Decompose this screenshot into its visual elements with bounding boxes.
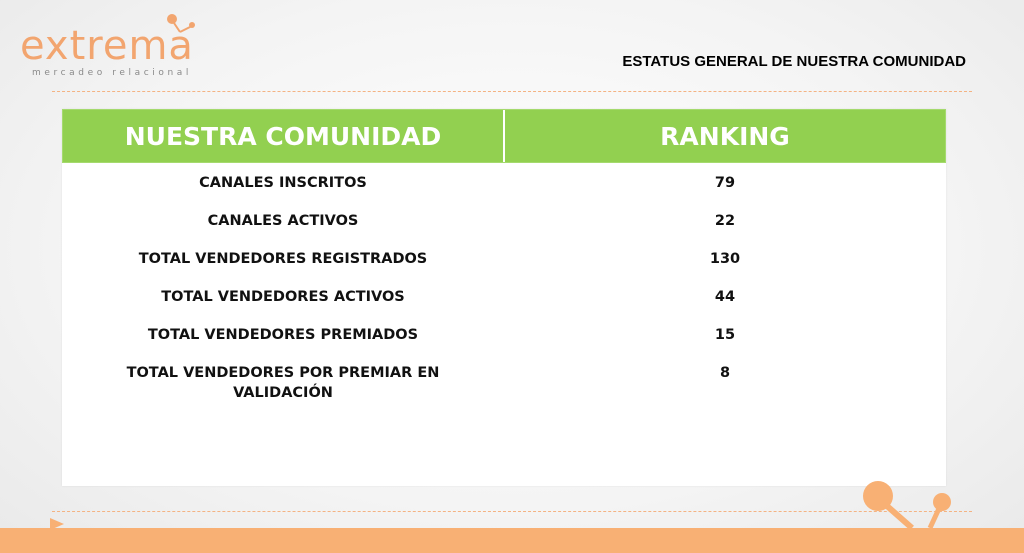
top-divider [52, 91, 972, 92]
page-title: ESTATUS GENERAL DE NUESTRA COMUNIDAD [622, 53, 966, 70]
table-header-row: NUESTRA COMUNIDAD RANKING [62, 109, 946, 163]
table-row: TOTAL VENDEDORES POR PREMIAR EN VALIDACI… [62, 361, 946, 405]
triangle-arrow-icon [50, 518, 64, 530]
table-row: TOTAL VENDEDORES REGISTRADOS 130 [62, 247, 946, 285]
row-label: TOTAL VENDEDORES POR PREMIAR EN VALIDACI… [126, 365, 440, 401]
row-value: 8 [719, 365, 731, 381]
community-status-table: NUESTRA COMUNIDAD RANKING CANALES INSCRI… [62, 109, 946, 486]
brand-tagline: mercadeo relacional [32, 68, 193, 78]
table-row: TOTAL VENDEDORES ACTIVOS 44 [62, 285, 946, 323]
row-label: CANALES INSCRITOS [199, 175, 367, 191]
row-value: 130 [709, 251, 741, 267]
table-row: CANALES ACTIVOS 22 [62, 209, 946, 247]
brand-logo: extrema mercadeo relacional [20, 12, 200, 78]
table-header-community: NUESTRA COMUNIDAD [63, 110, 505, 162]
row-value: 22 [714, 213, 736, 229]
row-label: CANALES ACTIVOS [207, 213, 359, 229]
table-row: TOTAL VENDEDORES PREMIADOS 15 [62, 323, 946, 361]
footer-bar [0, 528, 1024, 553]
molecule-icon [167, 14, 195, 33]
row-label: TOTAL VENDEDORES ACTIVOS [161, 289, 405, 305]
row-value: 44 [714, 289, 736, 305]
table-body: CANALES INSCRITOS 79 CANALES ACTIVOS 22 … [62, 163, 946, 405]
table-header-ranking: RANKING [660, 121, 790, 151]
row-value: 15 [714, 327, 736, 343]
brand-wordmark: extrema [20, 23, 194, 69]
row-value: 79 [714, 175, 736, 191]
bottom-divider [52, 511, 972, 512]
table-row: CANALES INSCRITOS 79 [62, 171, 946, 209]
row-label: TOTAL VENDEDORES REGISTRADOS [138, 251, 428, 267]
row-label: TOTAL VENDEDORES PREMIADOS [147, 327, 419, 343]
molecule-decoration-icon [863, 481, 951, 530]
